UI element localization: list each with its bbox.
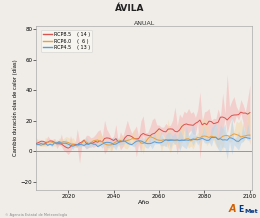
X-axis label: Año: Año — [138, 200, 150, 205]
Text: © Agencia Estatal de Meteorología: © Agencia Estatal de Meteorología — [5, 213, 67, 217]
Title: ANUAL: ANUAL — [134, 21, 155, 26]
Text: A: A — [229, 204, 236, 214]
Y-axis label: Cambio duración olas de calor (días): Cambio duración olas de calor (días) — [12, 60, 18, 156]
Text: Met: Met — [244, 209, 257, 214]
Text: E: E — [238, 205, 243, 214]
Text: ÁVILA: ÁVILA — [115, 4, 145, 13]
Legend: RCP8.5    ( 14 ), RCP6.0    (  6 ), RCP4.5    ( 13 ): RCP8.5 ( 14 ), RCP6.0 ( 6 ), RCP4.5 ( 13… — [41, 30, 92, 52]
